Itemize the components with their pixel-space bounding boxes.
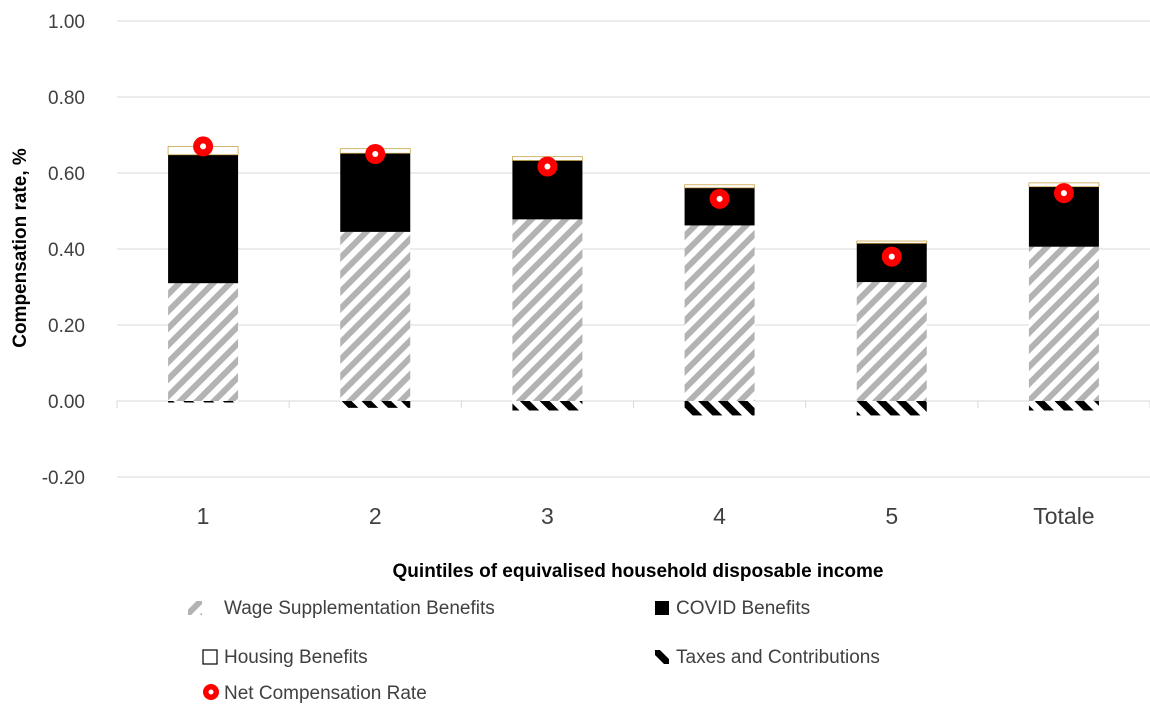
legend-swatch-housing <box>202 649 218 665</box>
y-tick-label: 0.20 <box>48 316 85 337</box>
legend-label-taxes: Taxes and Contributions <box>676 647 880 668</box>
bar-taxes-contributions <box>1028 401 1099 411</box>
bar-covid-benefits <box>168 154 239 284</box>
x-axis-ticks: 1 2 3 4 5 Totale <box>197 503 1095 529</box>
legend-item-net: Net Compensation Rate <box>203 683 427 704</box>
legend-swatch-net-center <box>208 689 214 695</box>
x-tick-label: 5 <box>885 503 898 529</box>
bar-taxes-contributions <box>684 401 755 416</box>
net-rate-marker-center <box>1060 190 1067 197</box>
x-tick-label: 4 <box>713 503 726 529</box>
x-tick-label: 1 <box>197 503 210 529</box>
bar-wage-supplementation <box>168 283 239 401</box>
bar-taxes-contributions <box>512 401 583 411</box>
net-rate-marker-center <box>372 151 379 157</box>
y-tick-label: 0.40 <box>48 240 85 261</box>
y-tick-label: 1.00 <box>48 12 85 33</box>
legend-item-wage: Wage Supplementation Benefits <box>188 598 495 619</box>
net-rate-marker-center <box>716 195 723 202</box>
net-rate-markers <box>193 136 1074 267</box>
bar-taxes-contributions <box>340 401 411 408</box>
x-tick-label: 2 <box>369 503 382 529</box>
x-tick-label: Totale <box>1033 503 1094 529</box>
bar-wage-supplementation <box>340 231 411 401</box>
bar-covid-benefits <box>340 153 411 232</box>
legend-item-housing: Housing Benefits <box>202 647 368 668</box>
gridlines <box>116 20 1150 478</box>
bar-housing-benefits <box>684 184 755 189</box>
legend: Wage Supplementation Benefits COVID Bene… <box>188 598 880 704</box>
legend-label-covid: COVID Benefits <box>676 598 810 619</box>
net-rate-marker-center <box>888 253 895 260</box>
x-tick-label: 3 <box>541 503 554 529</box>
bar-taxes-contributions <box>856 401 927 416</box>
bar-wage-supplementation <box>512 219 583 401</box>
legend-item-covid: COVID Benefits <box>655 598 810 619</box>
legend-label-housing: Housing Benefits <box>224 647 368 668</box>
legend-label-wage: Wage Supplementation Benefits <box>224 598 495 619</box>
legend-swatch-wage <box>188 601 202 615</box>
bar-wage-supplementation <box>856 282 927 401</box>
legend-swatch-covid <box>655 601 669 615</box>
net-rate-marker-center <box>544 163 551 170</box>
y-tick-label: 0.80 <box>48 88 85 109</box>
x-axis-title: Quintiles of equivalised household dispo… <box>393 561 884 582</box>
net-rate-marker-center <box>200 143 207 150</box>
y-tick-label: -0.20 <box>42 468 85 489</box>
bar-wage-supplementation <box>1028 246 1099 401</box>
legend-swatch-taxes <box>655 650 669 664</box>
y-tick-label: 0.60 <box>48 164 85 185</box>
legend-label-net: Net Compensation Rate <box>224 683 427 704</box>
bar-housing-benefits <box>856 240 928 244</box>
bar-stacks <box>167 145 1100 416</box>
bar-wage-supplementation <box>684 225 755 401</box>
legend-item-taxes: Taxes and Contributions <box>655 647 880 668</box>
y-tick-label: 0.00 <box>48 392 85 413</box>
bar-taxes-contributions <box>168 401 239 403</box>
y-axis-title: Compensation rate, % <box>10 148 31 348</box>
y-axis-ticks: 1.00 0.80 0.60 0.40 0.20 0.00 -0.20 <box>42 12 85 489</box>
